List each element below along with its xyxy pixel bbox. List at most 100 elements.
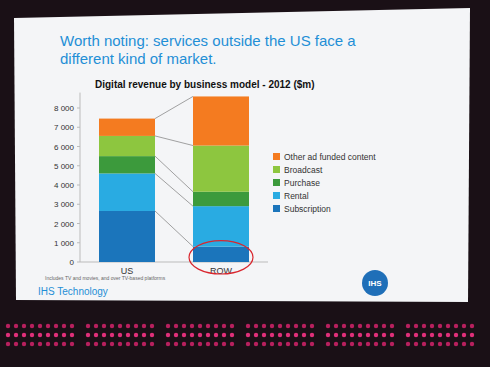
slide — [14, 8, 470, 302]
light — [334, 342, 338, 346]
light — [126, 342, 130, 346]
light — [326, 342, 330, 346]
light — [110, 342, 114, 346]
light — [414, 324, 418, 328]
logo — [362, 270, 388, 296]
light — [278, 333, 282, 337]
y-tick-label: 7 000 — [54, 123, 75, 132]
light — [278, 342, 282, 346]
light — [142, 342, 146, 346]
connector — [155, 136, 193, 146]
light — [446, 324, 450, 328]
light — [454, 324, 458, 328]
light — [342, 324, 346, 328]
bar-segment — [193, 146, 249, 192]
light — [110, 333, 114, 337]
light — [86, 324, 90, 328]
light — [166, 333, 170, 337]
connector — [155, 173, 193, 206]
light — [166, 342, 170, 346]
y-tick — [77, 262, 80, 263]
light — [6, 333, 10, 337]
light — [422, 333, 426, 337]
light — [6, 324, 10, 328]
light — [254, 324, 258, 328]
light — [214, 333, 218, 337]
light — [302, 324, 306, 328]
bar-segment — [99, 119, 155, 136]
legend: Other ad funded contentBroadcastPurchase… — [273, 152, 376, 214]
light — [342, 333, 346, 337]
light — [310, 333, 314, 337]
bar-segment — [193, 247, 249, 262]
light — [102, 342, 106, 346]
light — [422, 342, 426, 346]
light — [198, 342, 202, 346]
light — [310, 324, 314, 328]
y-tick — [77, 165, 80, 166]
light — [110, 324, 114, 328]
light — [350, 324, 354, 328]
light — [430, 333, 434, 337]
light — [118, 333, 122, 337]
light — [350, 333, 354, 337]
y-tick — [77, 108, 80, 109]
light — [86, 342, 90, 346]
bar-segment — [99, 211, 155, 262]
stage-lights — [6, 324, 474, 346]
light — [230, 333, 234, 337]
light — [438, 333, 442, 337]
light — [126, 324, 130, 328]
y-tick-label: 6 000 — [54, 143, 75, 152]
logo-text: IHS — [368, 279, 382, 288]
light — [174, 324, 178, 328]
light — [454, 333, 458, 337]
y-tick-label: 0 — [70, 258, 75, 267]
legend-label: Purchase — [284, 178, 320, 188]
highlight — [189, 241, 253, 274]
light — [134, 324, 138, 328]
light — [214, 324, 218, 328]
y-tick-label: 5 000 — [54, 162, 75, 171]
light — [430, 324, 434, 328]
y-tick-label: 8 000 — [54, 104, 75, 113]
light — [430, 342, 434, 346]
light — [54, 342, 58, 346]
light — [70, 342, 74, 346]
light — [470, 333, 474, 337]
connectors — [155, 96, 193, 246]
legend-label: Other ad funded content — [284, 152, 376, 162]
legend-swatch — [273, 192, 280, 199]
light — [414, 342, 418, 346]
y-tick — [77, 242, 80, 243]
bars — [99, 96, 249, 262]
light — [206, 324, 210, 328]
light — [254, 342, 258, 346]
y-tick-label: 3 000 — [54, 200, 75, 209]
light — [30, 342, 34, 346]
light — [62, 342, 66, 346]
light — [382, 342, 386, 346]
light — [182, 324, 186, 328]
headline: Worth noting: services outside the US fa… — [60, 32, 356, 49]
bar-segment — [99, 136, 155, 156]
light — [302, 342, 306, 346]
light — [22, 324, 26, 328]
light — [462, 342, 466, 346]
light — [118, 342, 122, 346]
legend-swatch — [273, 166, 280, 173]
light — [294, 333, 298, 337]
light — [462, 333, 466, 337]
light — [366, 342, 370, 346]
light — [230, 324, 234, 328]
light — [94, 333, 98, 337]
light — [182, 342, 186, 346]
light — [462, 324, 466, 328]
light — [166, 324, 170, 328]
y-tick — [77, 146, 80, 147]
light — [22, 342, 26, 346]
light — [198, 333, 202, 337]
light — [38, 333, 42, 337]
light — [118, 324, 122, 328]
light — [94, 342, 98, 346]
